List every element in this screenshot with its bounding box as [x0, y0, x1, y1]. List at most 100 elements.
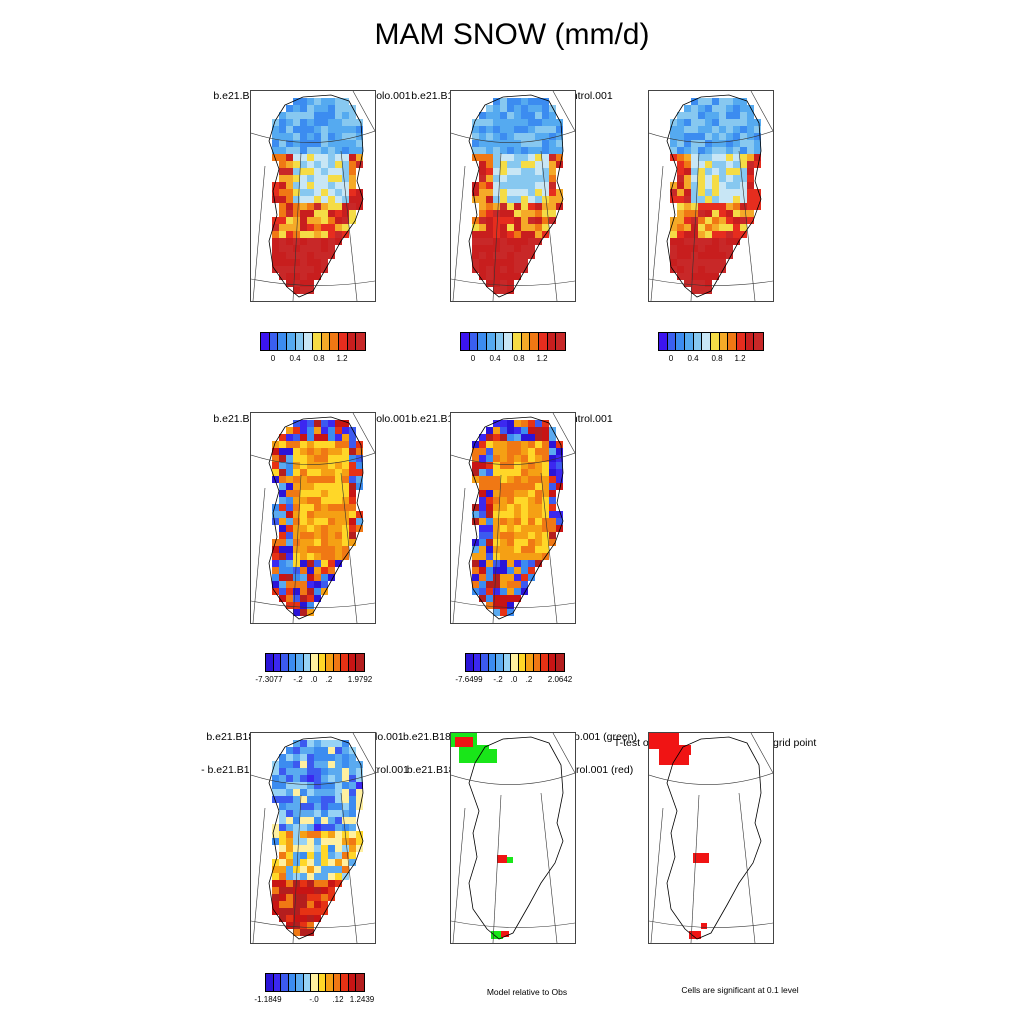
grid-cell	[549, 147, 556, 154]
figure-title: MAM SNOW (mm/d)	[374, 18, 650, 51]
grid-cell	[349, 796, 356, 803]
grid-cell	[286, 245, 293, 252]
latitude-line	[251, 920, 375, 928]
grid-cell	[535, 105, 542, 112]
grid-cell	[300, 574, 307, 581]
grid-cell	[286, 238, 293, 245]
colorbar-boxes	[465, 653, 565, 672]
grid-cell	[521, 441, 528, 448]
grid-cell	[712, 266, 719, 273]
grid-cell	[342, 866, 349, 873]
grid-cell	[328, 817, 335, 824]
grid-cell	[307, 775, 314, 782]
grid-cell	[349, 119, 356, 126]
grid-cell	[493, 196, 500, 203]
grid-cell	[719, 203, 726, 210]
grid-cell	[293, 161, 300, 168]
grid-cell	[335, 168, 342, 175]
grid-cell	[556, 525, 563, 532]
colorbar-swatch	[296, 974, 304, 991]
grid-cell	[472, 560, 479, 567]
grid-cell	[314, 775, 321, 782]
grid-cell	[328, 546, 335, 553]
coastline	[468, 416, 564, 620]
grid-cell	[335, 546, 342, 553]
grid-cell	[500, 483, 507, 490]
grid-cell	[335, 768, 342, 775]
grid-cell	[493, 469, 500, 476]
grid-cell	[493, 224, 500, 231]
grid-cell	[307, 539, 314, 546]
colorbar-tick: 0	[668, 354, 674, 363]
grid-cell	[549, 476, 556, 483]
colorbar-tick: 0.4	[489, 354, 501, 363]
grid-cell	[335, 553, 342, 560]
grid-cell	[698, 231, 705, 238]
grid-cell	[293, 182, 300, 189]
colorbar-tick: .12	[332, 995, 344, 1004]
grid-cell	[314, 203, 321, 210]
grid-cell	[486, 273, 493, 280]
grid-cell	[740, 217, 747, 224]
grid-cell	[272, 133, 279, 140]
grid-cell	[349, 782, 356, 789]
grid-cell	[335, 838, 342, 845]
grid-cell	[300, 796, 307, 803]
grid-cell	[507, 448, 514, 455]
grid-cell	[493, 574, 500, 581]
grid-cell	[342, 817, 349, 824]
grid-cell	[272, 567, 279, 574]
grid-cell	[335, 483, 342, 490]
grid-cell	[691, 203, 698, 210]
grid-cell	[328, 525, 335, 532]
grid-cell	[691, 189, 698, 196]
grid-cell	[493, 455, 500, 462]
grid-cell	[328, 434, 335, 441]
colorbar-tick: .0	[310, 675, 318, 684]
grid-cell	[307, 880, 314, 887]
grid-cell	[747, 175, 754, 182]
grid-cell	[677, 273, 684, 280]
grid-cell	[500, 238, 507, 245]
grid-cell	[535, 539, 542, 546]
grid-cell	[300, 901, 307, 908]
grid-cell	[293, 588, 300, 595]
grid-cell	[691, 259, 698, 266]
grid-cell	[747, 210, 754, 217]
grid-cell	[279, 224, 286, 231]
colorbar-tick: -7.6499	[455, 675, 483, 684]
grid-cell	[521, 98, 528, 105]
grid-cell	[556, 455, 563, 462]
grid-cell	[314, 880, 321, 887]
grid-cell	[479, 595, 486, 602]
grid-cell	[472, 567, 479, 574]
grid-cell	[705, 168, 712, 175]
grid-cell	[321, 761, 328, 768]
grid-cell	[528, 126, 535, 133]
grid-cell	[300, 817, 307, 824]
grid-cell	[486, 497, 493, 504]
grid-cell	[314, 182, 321, 189]
grid-cell	[328, 887, 335, 894]
grid-cell	[493, 140, 500, 147]
grid-cell	[293, 866, 300, 873]
grid-cell	[293, 504, 300, 511]
grid-cell	[293, 126, 300, 133]
grid-cell	[486, 525, 493, 532]
grid-cell	[549, 196, 556, 203]
grid-cell	[321, 504, 328, 511]
latitude-line	[251, 600, 375, 608]
grid-cell	[549, 483, 556, 490]
grid-cell	[740, 105, 747, 112]
grid-cell	[286, 922, 293, 929]
grid-cell	[677, 133, 684, 140]
grid-cell	[670, 147, 677, 154]
grid-cell	[314, 796, 321, 803]
grid-cell	[500, 546, 507, 553]
grid-cell	[349, 217, 356, 224]
grid-cell	[670, 252, 677, 259]
grid-cell	[542, 168, 549, 175]
grid-cell	[356, 511, 363, 518]
grid-cell	[712, 105, 719, 112]
grid-cell	[328, 553, 335, 560]
